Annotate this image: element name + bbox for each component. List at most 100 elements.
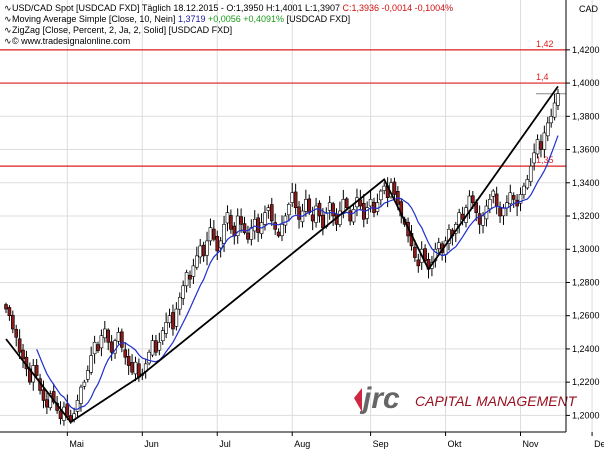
moving-average-line	[36, 135, 559, 410]
candle-body	[82, 381, 87, 387]
y-tick-label: 1,2200	[572, 377, 600, 387]
y-tick-label: 1,3400	[572, 178, 600, 188]
candle-body	[229, 215, 233, 230]
candle-body	[545, 122, 550, 137]
zigzag-line	[5, 85, 559, 424]
candle-body	[269, 204, 274, 222]
x-tick-label: Mai	[69, 439, 84, 449]
y-tick-label: 1,4000	[572, 78, 600, 88]
candle-body	[471, 195, 475, 204]
candle-body	[96, 344, 100, 351]
candle-body	[79, 386, 83, 404]
candle-body	[171, 312, 175, 330]
candle-body	[133, 361, 138, 375]
candle-body	[501, 207, 506, 217]
header-ma-value: 1,3719	[177, 14, 206, 24]
header-ma-tail: [USDCAD FXD]	[286, 14, 351, 24]
candle-body	[116, 332, 121, 342]
jrc-watermark: jrc CAPITAL MANAGEMENT	[354, 382, 578, 415]
candle-body	[184, 272, 189, 287]
y-tick-label: 1,3000	[572, 244, 600, 254]
candle-body	[51, 391, 56, 403]
candle-body	[293, 191, 298, 208]
candle-body	[297, 206, 301, 220]
candle-body	[120, 331, 124, 348]
candle-body	[542, 132, 547, 150]
candle-body	[511, 195, 516, 200]
header-zigzag-label: ZigZag [Close, Percent, 2, Ja, 2, Solid]…	[12, 25, 233, 35]
candle-body	[508, 192, 513, 205]
candle-body	[103, 328, 107, 339]
candle-body	[99, 335, 104, 349]
candle-body	[327, 202, 332, 211]
x-tick-label: Sep	[373, 439, 389, 449]
candle-body	[212, 228, 216, 240]
horizontal-levels: 1,42 1,4 1,35	[0, 39, 566, 167]
candle-body	[338, 210, 342, 225]
candle-body	[290, 192, 295, 203]
candle-body	[280, 224, 284, 237]
candle-body	[358, 199, 363, 207]
candle-body	[488, 199, 492, 210]
candle-body	[242, 223, 247, 233]
candle-body	[157, 341, 162, 351]
candle-body	[17, 338, 22, 353]
moving-average-layer	[36, 135, 559, 410]
candle-body	[126, 356, 131, 366]
candle-body	[218, 240, 223, 249]
candle-body	[351, 209, 356, 223]
header-close-change: C:1,3936 -0,0014 -0,1004%	[342, 3, 454, 13]
candle-body	[416, 259, 421, 267]
candle-body	[130, 362, 134, 373]
header-symbol-ohlc: USD/CAD Spot [USDCAD FXD] Täglich 18.12.…	[12, 3, 341, 13]
candle-body	[195, 255, 199, 268]
candle-body	[188, 275, 192, 280]
candle-body	[331, 203, 335, 217]
candle-body	[256, 217, 260, 233]
level-label: 1,35	[536, 155, 554, 165]
candle-body	[222, 224, 226, 244]
candle-body	[413, 246, 417, 258]
candle-body	[494, 193, 499, 207]
candle-body	[4, 304, 8, 310]
candle-body	[518, 194, 523, 204]
candle-body	[539, 141, 543, 150]
candle-body	[498, 207, 502, 217]
candle-body	[365, 207, 369, 219]
candle-body	[460, 213, 465, 220]
candle-body	[181, 285, 185, 299]
candle-body	[266, 207, 271, 211]
candle-body	[205, 240, 209, 256]
candle-body	[45, 399, 49, 408]
x-tick-label: Aug	[294, 439, 310, 449]
header-line-3: ∿ZigZag [Close, Percent, 2, Ja, 2, Solid…	[4, 25, 233, 35]
candle-body	[314, 205, 318, 223]
candle-body	[535, 139, 540, 155]
candle-body	[177, 297, 182, 310]
candle-body	[14, 328, 19, 338]
candle-body	[174, 308, 179, 327]
candle-body	[528, 165, 533, 182]
candle-body	[92, 341, 97, 355]
x-tick-label: Okt	[448, 439, 463, 449]
candle-body	[522, 185, 526, 195]
candle-body	[34, 365, 39, 376]
y-tick-label: 1,3800	[572, 111, 600, 121]
candle-body	[307, 198, 312, 213]
candle-body	[344, 198, 349, 208]
header-ma-label: Moving Average Simple [Close, 10, Nein]	[12, 14, 176, 24]
candle-body	[11, 314, 15, 330]
candle-body	[150, 340, 155, 356]
candle-body	[191, 265, 196, 277]
candle-body	[556, 93, 560, 106]
candle-body	[392, 181, 397, 195]
candle-body	[525, 179, 530, 189]
header-line-4: ∿© www.tradesignalonline.com	[4, 36, 131, 46]
candle-body	[123, 349, 128, 358]
candle-body	[137, 363, 141, 378]
candle-body	[7, 307, 12, 316]
candle-body	[477, 213, 482, 225]
candle-body	[273, 222, 277, 230]
